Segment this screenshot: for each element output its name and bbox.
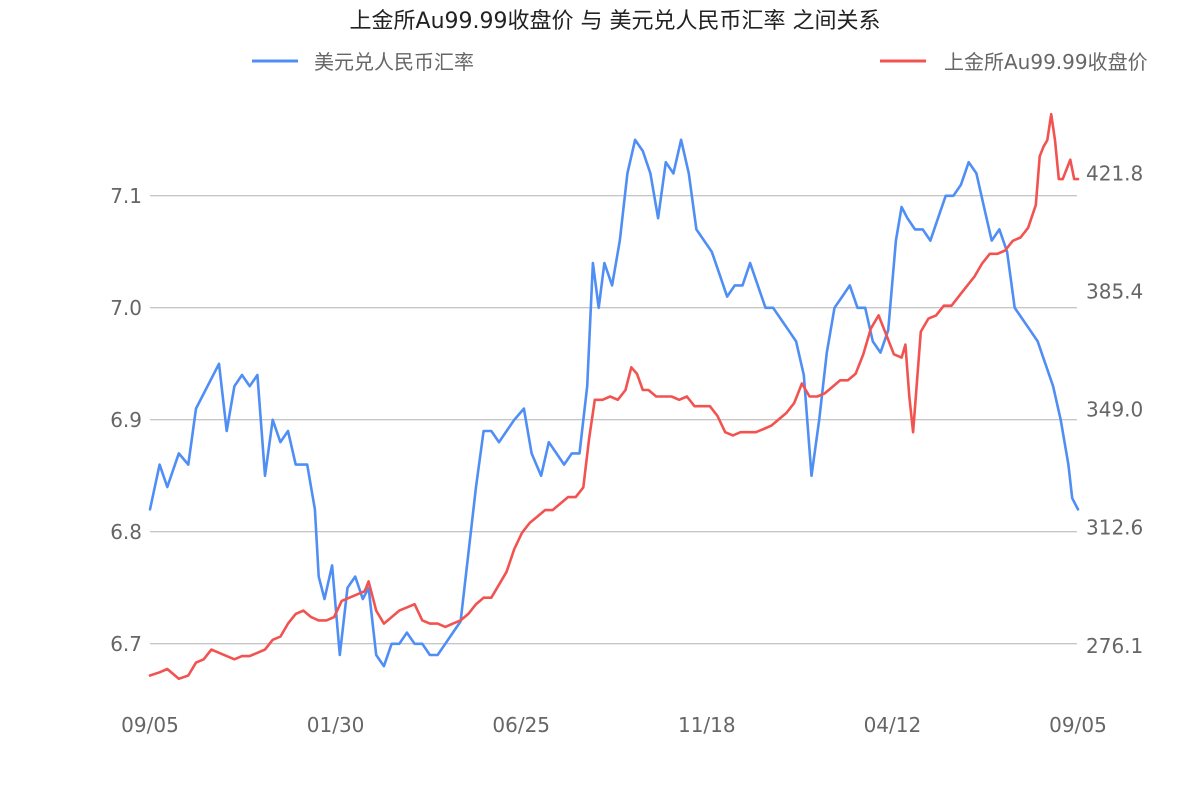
y-left-tick-label: 7.1	[110, 184, 142, 208]
y-left-tick-label: 6.9	[110, 408, 142, 432]
x-tick-label: 11/18	[678, 713, 736, 737]
y-left-tick-label: 6.8	[110, 520, 142, 544]
x-tick-label: 09/05	[121, 713, 179, 737]
y-right-tick-label: 349.0	[1086, 397, 1143, 421]
x-tick-label: 09/05	[1049, 713, 1107, 737]
series-line-usd-cny	[148, 138, 1080, 668]
x-axis: 09/05 01/30 06/25 11/18 04/12 09/05	[121, 713, 1107, 737]
y-right-tick-label: 276.1	[1086, 634, 1143, 658]
y-right-tick-label: 385.4	[1086, 279, 1143, 303]
series-layer	[148, 112, 1080, 681]
legend-label-usd-cny: 美元兑人民币汇率	[314, 50, 474, 74]
gridlines	[150, 195, 1077, 645]
chart-title: 上金所Au99.99收盘价 与 美元兑人民币汇率 之间关系	[350, 9, 881, 34]
y-left-tick-label: 7.0	[110, 296, 142, 320]
left-axis: 6.7 6.8 6.9 7.0 7.1	[110, 184, 142, 656]
y-left-tick-label: 6.7	[110, 632, 142, 656]
y-right-tick-label: 312.6	[1086, 516, 1143, 540]
series-line-gold	[148, 112, 1080, 681]
y-right-tick-label: 421.8	[1086, 161, 1143, 185]
x-tick-label: 06/25	[492, 713, 550, 737]
x-tick-label: 04/12	[864, 713, 922, 737]
legend: 美元兑人民币汇率 上金所Au99.99收盘价	[252, 50, 1148, 74]
x-tick-label: 01/30	[307, 713, 365, 737]
right-axis: 276.1 312.6 349.0 385.4 421.8	[1086, 161, 1143, 658]
legend-label-gold: 上金所Au99.99收盘价	[944, 50, 1148, 74]
